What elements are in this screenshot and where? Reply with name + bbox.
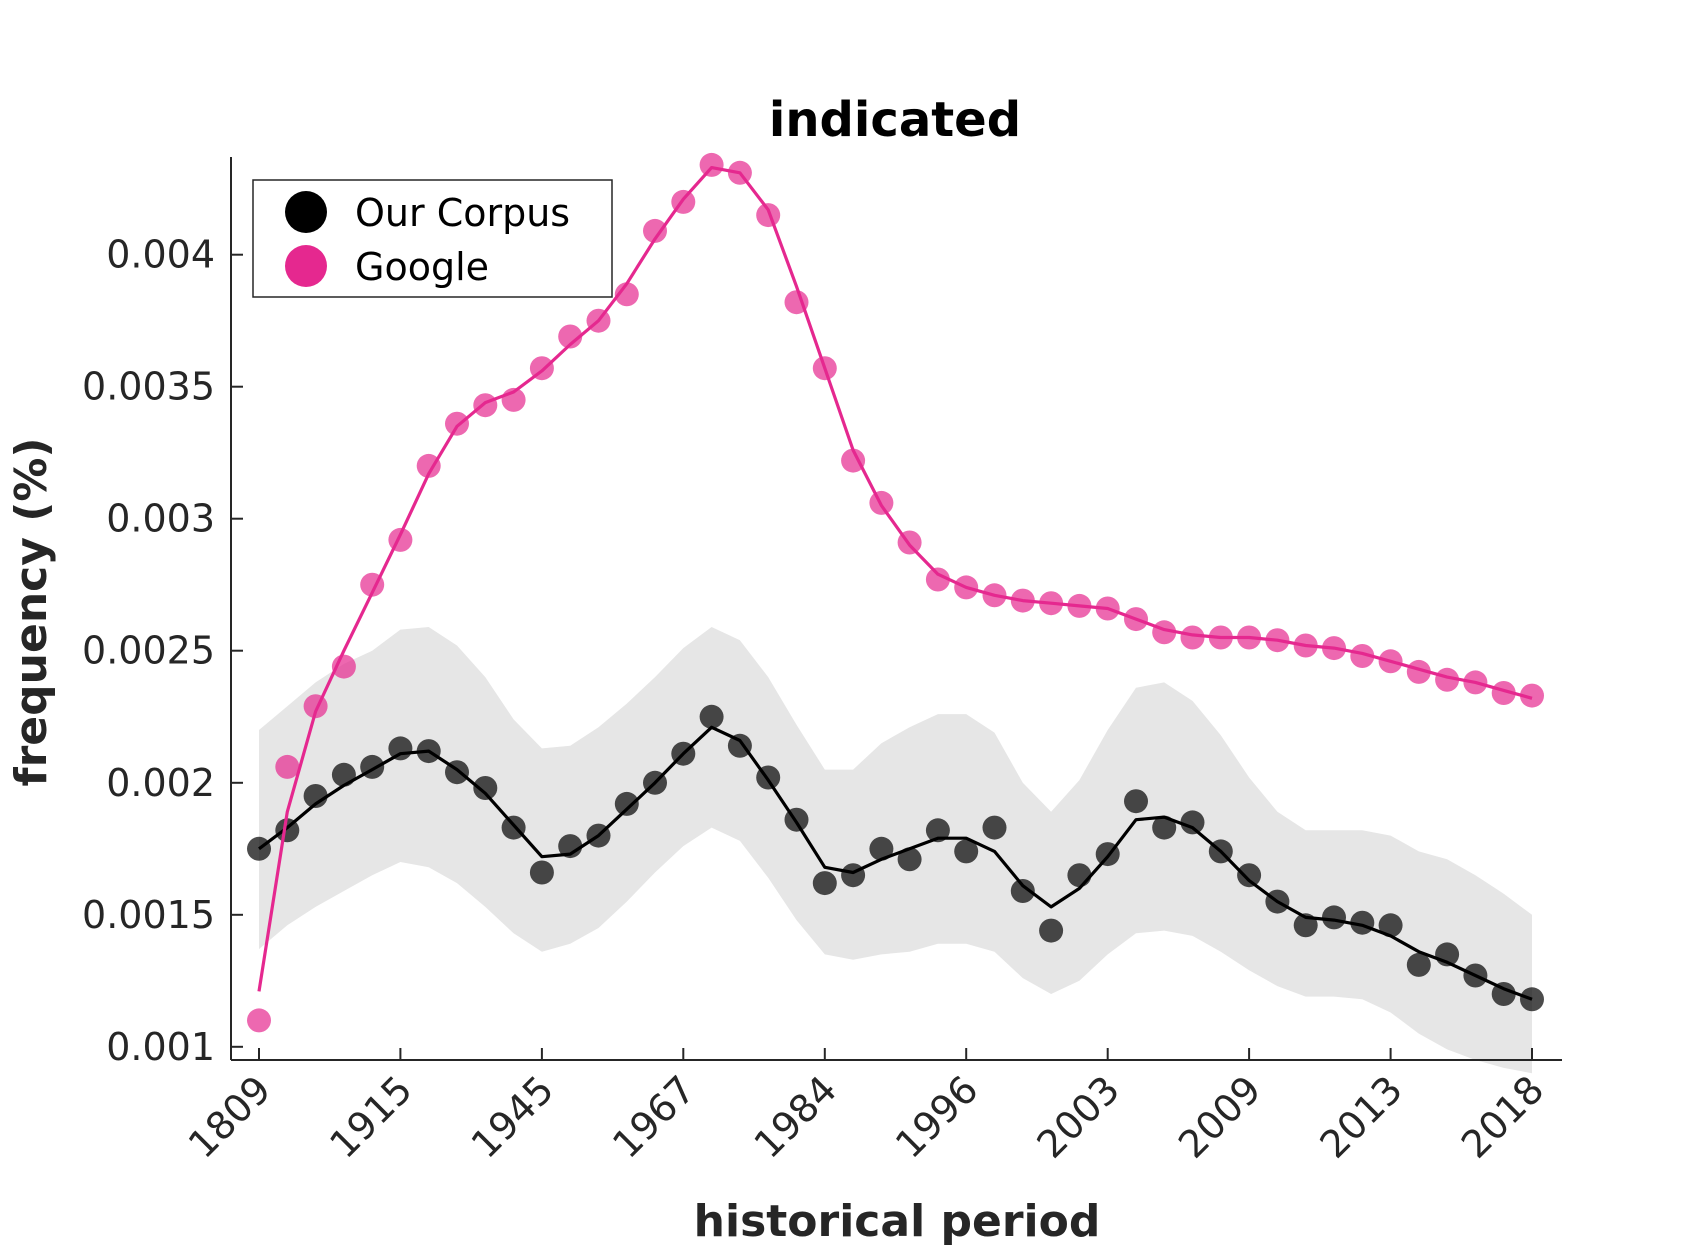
x-tick-label: 2013 — [1311, 1067, 1411, 1167]
x-tick-label: 1967 — [604, 1067, 704, 1167]
google-point — [1491, 681, 1516, 705]
our-corpus-point — [954, 839, 979, 864]
google-point — [1350, 644, 1375, 668]
our-corpus-point — [558, 834, 583, 859]
plot-area — [247, 152, 1544, 1074]
x-ticks: 1809 1915 1945 1967 1984 1996 2003 2009 2013 2018 — [180, 1048, 1553, 1167]
legend-marker-google — [285, 245, 327, 287]
our-corpus-point — [1180, 810, 1205, 835]
confidence-band — [259, 627, 1532, 1074]
legend-marker-our-corpus — [285, 191, 327, 233]
our-corpus-point — [303, 784, 328, 808]
x-tick-label: 1945 — [463, 1067, 563, 1167]
google-point — [558, 324, 583, 349]
google-point — [925, 567, 950, 592]
our-corpus-point — [1152, 815, 1177, 840]
google-point — [473, 393, 498, 418]
google-point — [841, 448, 866, 473]
x-tick-label: 1984 — [746, 1067, 846, 1167]
google-point — [756, 203, 781, 228]
our-corpus-point — [473, 776, 498, 800]
y-tick-label: 0.0015 — [82, 893, 215, 937]
x-tick-label: 1915 — [321, 1067, 421, 1167]
google-point — [1520, 683, 1544, 708]
legend-label-google: Google — [355, 245, 489, 289]
x-tick-label: 2009 — [1170, 1067, 1270, 1167]
our-corpus-point — [1378, 913, 1403, 938]
our-corpus-point — [1406, 952, 1431, 977]
google-point — [416, 453, 441, 478]
y-axis-title: frequency (%) — [6, 437, 57, 786]
y-tick-label: 0.0035 — [82, 365, 215, 409]
google-point — [614, 282, 639, 307]
our-corpus-point — [897, 847, 922, 872]
our-corpus-point — [841, 863, 866, 888]
our-corpus-point — [331, 762, 356, 787]
y-tick-label: 0.002 — [106, 761, 215, 805]
y-tick-label: 0.003 — [106, 497, 215, 541]
x-tick-label: 2003 — [1029, 1067, 1129, 1167]
x-tick-label: 1809 — [180, 1067, 280, 1167]
our-corpus-point — [925, 818, 950, 843]
x-tick-label: 1996 — [887, 1067, 987, 1167]
google-point — [247, 1008, 271, 1033]
our-corpus-point — [699, 704, 724, 729]
our-corpus-point — [1237, 863, 1262, 888]
y-ticks: 0.001 0.0015 0.002 0.0025 0.003 0.0035 0.004 — [82, 233, 243, 1069]
our-corpus-point — [1039, 918, 1064, 943]
our-corpus-point — [727, 733, 752, 758]
our-corpus-line — [258, 725, 1533, 1001]
our-corpus-point — [982, 815, 1007, 840]
y-tick-label: 0.0025 — [82, 629, 215, 673]
x-tick-label: 2018 — [1453, 1067, 1553, 1167]
our-corpus-point — [1322, 905, 1346, 930]
chart-title: indicated — [769, 92, 1021, 148]
google-point — [643, 218, 667, 243]
y-tick-label: 0.001 — [106, 1025, 215, 1069]
y-tick-label: 0.004 — [106, 233, 215, 277]
google-point — [445, 411, 469, 436]
google-point — [1180, 625, 1205, 650]
legend: Our Corpus Google — [252, 179, 613, 298]
our-corpus-point — [1010, 879, 1035, 903]
google-point — [275, 754, 300, 779]
google-point — [699, 152, 724, 177]
x-axis-title: historical period — [694, 1196, 1101, 1246]
our-corpus-point — [614, 791, 639, 816]
our-corpus-point — [869, 836, 894, 861]
our-corpus-point — [812, 871, 837, 896]
our-corpus-point — [529, 860, 554, 885]
our-corpus-point — [1067, 863, 1092, 888]
legend-label-our-corpus: Our Corpus — [355, 191, 570, 235]
google-line — [257, 166, 1533, 992]
our-corpus-point — [1124, 789, 1148, 814]
our-corpus-point — [1491, 982, 1516, 1006]
axes — [230, 157, 1562, 1061]
